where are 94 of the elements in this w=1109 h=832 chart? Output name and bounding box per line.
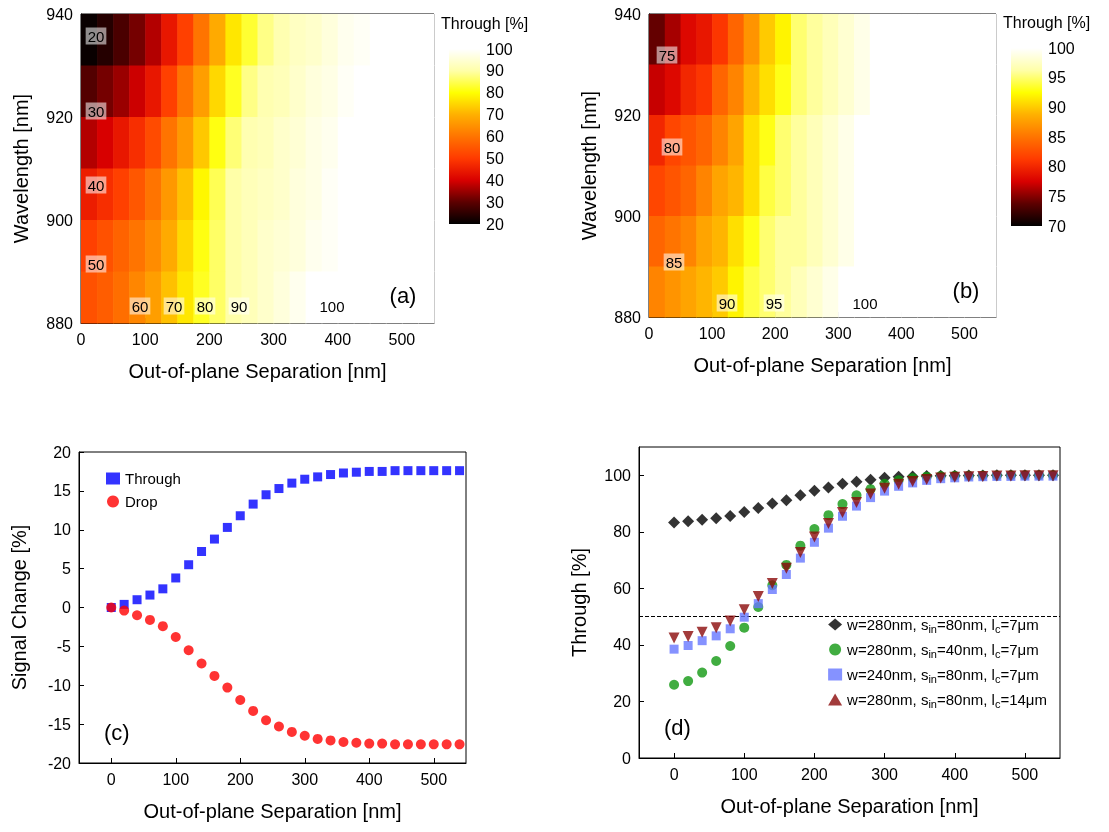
y-tick-label: 20 <box>613 692 632 710</box>
y-tick-label: 900 <box>614 207 642 225</box>
x-axis-title: Out-of-plane Separation [nm] <box>143 800 402 822</box>
y-tick-label: 940 <box>614 5 642 23</box>
annotation: 70 <box>165 297 183 315</box>
x-tick-label: 0 <box>644 324 654 342</box>
x-tick-label: 300 <box>824 324 852 342</box>
x-axis-title: Out-of-plane Separation [nm] <box>693 354 952 376</box>
x-axis-title: Out-of-plane Separation [nm] <box>720 795 979 817</box>
x-tick-label: 500 <box>388 330 416 348</box>
y-tick-label: 900 <box>46 211 74 229</box>
y-tick-label: -5 <box>56 637 72 655</box>
color-bar-title: Through [%] <box>441 14 529 32</box>
color-bar-label: 70 <box>1048 217 1066 235</box>
annotation: 90 <box>718 294 736 312</box>
y-tick-label: -15 <box>47 715 72 733</box>
y-axis-title: Signal Change [%] <box>8 524 30 691</box>
x-tick-label: 300 <box>260 330 287 348</box>
annotation: 100 <box>852 294 878 312</box>
annotation: (b) <box>952 277 980 303</box>
x-tick-label: 0 <box>76 330 86 348</box>
color-bar-title: Through [%] <box>1003 13 1091 31</box>
x-tick-label: 400 <box>324 330 352 348</box>
x-tick-label: 400 <box>941 765 969 783</box>
x-tick-label: 200 <box>801 765 828 783</box>
legend-label: Through <box>125 470 181 487</box>
x-tick-label: 400 <box>888 324 915 342</box>
color-bar-label: 60 <box>486 128 504 145</box>
color-bar-label: 100 <box>486 40 513 58</box>
x-tick-label: 500 <box>951 324 978 342</box>
y-tick-label: 880 <box>46 314 74 332</box>
color-bar-label: 85 <box>1048 128 1066 146</box>
x-tick-label: 300 <box>291 770 319 788</box>
annotation: (d) <box>664 714 691 740</box>
annotation: 85 <box>665 253 683 271</box>
x-tick-label: 100 <box>698 324 726 342</box>
y-tick-label: 100 <box>604 466 632 484</box>
y-tick-label: 0 <box>622 749 632 767</box>
x-tick-label: 0 <box>106 770 116 788</box>
x-tick-label: 0 <box>669 765 679 783</box>
color-bar-label: 90 <box>486 62 504 80</box>
annotation: 80 <box>196 297 214 315</box>
x-tick-label: 500 <box>420 770 448 788</box>
y-tick-label: 0 <box>62 599 72 616</box>
y-tick-label: 15 <box>53 482 72 500</box>
x-tick-label: 100 <box>162 770 190 788</box>
color-bar-label: 40 <box>486 171 504 189</box>
annotation: 60 <box>131 297 149 315</box>
color-bar-label: 20 <box>486 215 504 233</box>
y-tick-label: 5 <box>62 560 72 578</box>
y-tick-label: 880 <box>614 308 642 326</box>
y-tick-label: 60 <box>613 579 632 597</box>
color-bar-label: 50 <box>486 149 504 167</box>
annotation: 40 <box>87 176 105 194</box>
annotation: 100 <box>319 297 345 315</box>
annotation: 90 <box>230 297 248 315</box>
y-tick-label: 920 <box>614 106 642 124</box>
y-axis-title: Wavelength [nm] <box>578 90 600 241</box>
y-tick-label: 940 <box>46 5 74 23</box>
x-tick-label: 500 <box>1011 765 1039 783</box>
annotation: 80 <box>663 138 681 156</box>
color-bar-label: 70 <box>486 106 504 124</box>
y-tick-label: -10 <box>47 676 72 694</box>
y-axis-title: Wavelength [nm] <box>10 93 32 244</box>
x-tick-label: 300 <box>871 765 899 783</box>
color-bar-label: 100 <box>1048 39 1075 57</box>
x-axis-title: Out-of-plane Separation [nm] <box>128 360 387 382</box>
y-tick-label: 10 <box>53 521 72 539</box>
annotation: 50 <box>87 255 105 273</box>
x-tick-label: 200 <box>196 330 223 348</box>
annotation: 95 <box>765 294 783 312</box>
color-bar-label: 80 <box>486 84 504 102</box>
annotation: (c) <box>104 719 130 745</box>
y-tick-label: -20 <box>47 754 72 772</box>
color-bar-label: 80 <box>1048 158 1066 176</box>
y-tick-label: 40 <box>613 636 632 654</box>
legend-label: Drop <box>125 493 158 510</box>
y-axis-title: Through [%] <box>568 548 590 657</box>
x-tick-label: 100 <box>131 330 159 348</box>
y-tick-label: 920 <box>46 108 74 126</box>
annotation: 30 <box>87 102 105 120</box>
annotation: (a) <box>389 282 417 308</box>
annotation: 75 <box>658 46 676 64</box>
y-tick-label: 20 <box>53 443 72 461</box>
x-tick-label: 400 <box>355 770 383 788</box>
x-tick-label: 200 <box>226 770 254 788</box>
color-bar-label: 30 <box>486 193 504 211</box>
color-bar-label: 95 <box>1048 69 1066 87</box>
annotation: 20 <box>87 27 105 45</box>
x-tick-label: 200 <box>761 324 789 342</box>
x-tick-label: 100 <box>730 765 758 783</box>
color-bar-label: 75 <box>1048 187 1066 205</box>
color-bar-label: 90 <box>1048 98 1066 116</box>
y-tick-label: 80 <box>613 523 632 541</box>
